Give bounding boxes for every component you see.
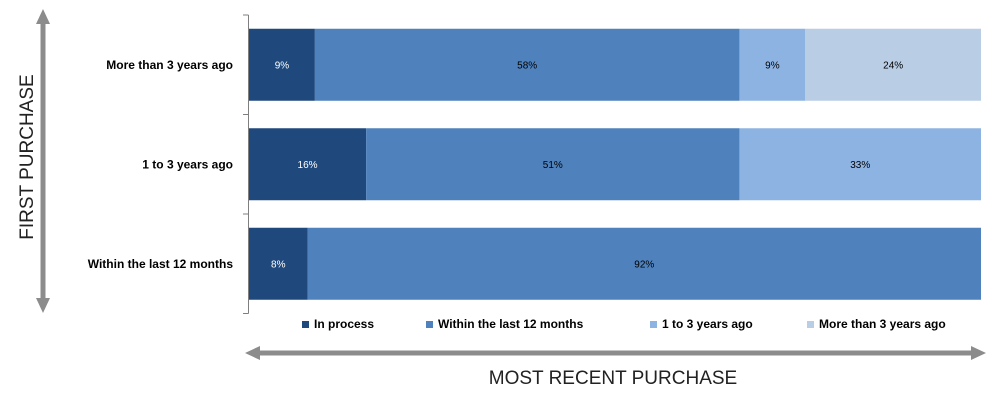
bar-segment-within-the-last-12-months	[307, 227, 981, 300]
legend-label: More than 3 years ago	[819, 317, 946, 331]
data-label: 58%	[517, 60, 537, 71]
legend-item-1-to-3-years-ago: 1 to 3 years ago	[650, 317, 753, 331]
data-label: 92%	[634, 259, 654, 270]
x-arrow-head-right	[971, 346, 986, 360]
data-label: 16%	[298, 160, 318, 171]
y-axis-title: FIRST PURCHASE	[17, 74, 38, 239]
legend: In process Within the last 12 months 1 to …	[302, 317, 946, 331]
data-label: 8%	[271, 259, 286, 270]
category-label: 1 to 3 years ago	[142, 157, 233, 171]
bar-segment-1-to-3-years-ago	[739, 28, 806, 101]
data-label: 24%	[883, 60, 903, 71]
data-label: 51%	[543, 160, 563, 171]
legend-label: In process	[314, 317, 374, 331]
category-axis	[243, 14, 249, 314]
category-labels: More than 3 years ago 1 to 3 years ago Wit…	[88, 58, 234, 271]
category-label: Within the last 12 months	[88, 257, 234, 271]
category-label: More than 3 years ago	[106, 58, 233, 72]
bar-segment-within-the-last-12-months	[366, 128, 740, 201]
data-label: 9%	[765, 60, 780, 71]
y-arrow-head-up	[36, 9, 50, 24]
legend-swatch	[650, 321, 657, 328]
data-label: 9%	[275, 60, 290, 71]
legend-item-more-than-3-years-ago: More than 3 years ago	[807, 317, 946, 331]
legend-item-within-the-last-12-months: Within the last 12 months	[426, 317, 584, 331]
x-arrow-head-left	[245, 346, 260, 360]
legend-swatch	[807, 321, 814, 328]
bar-segment-in-process	[249, 227, 308, 300]
axis-arrows	[36, 9, 986, 360]
legend-swatch	[302, 321, 309, 328]
x-axis-title: MOST RECENT PURCHASE	[489, 368, 737, 388]
bar-row-1-to-3-years-ago: 16% 51% 33%	[249, 128, 981, 201]
bar-segment-in-process	[249, 28, 315, 101]
bar-row-more-than-3-years-ago: 9% 58% 9% 24%	[249, 28, 981, 101]
data-label: 33%	[850, 160, 870, 171]
bar-segment-more-than-3-years-ago	[805, 28, 981, 101]
legend-label: Within the last 12 months	[438, 317, 584, 331]
bar-row-within-the-last-12-months: 8% 92%	[249, 227, 981, 300]
y-arrow-head-down	[36, 298, 50, 313]
legend-label: 1 to 3 years ago	[662, 317, 753, 331]
bar-segment-in-process	[249, 128, 367, 201]
legend-swatch	[426, 321, 433, 328]
bar-segment-within-the-last-12-months	[314, 28, 740, 101]
bar-segment-1-to-3-years-ago	[739, 128, 981, 201]
bars: 9% 58% 9% 24% 16% 51% 33% 8% 92%	[249, 28, 981, 300]
legend-item-in-process: In process	[302, 317, 374, 331]
